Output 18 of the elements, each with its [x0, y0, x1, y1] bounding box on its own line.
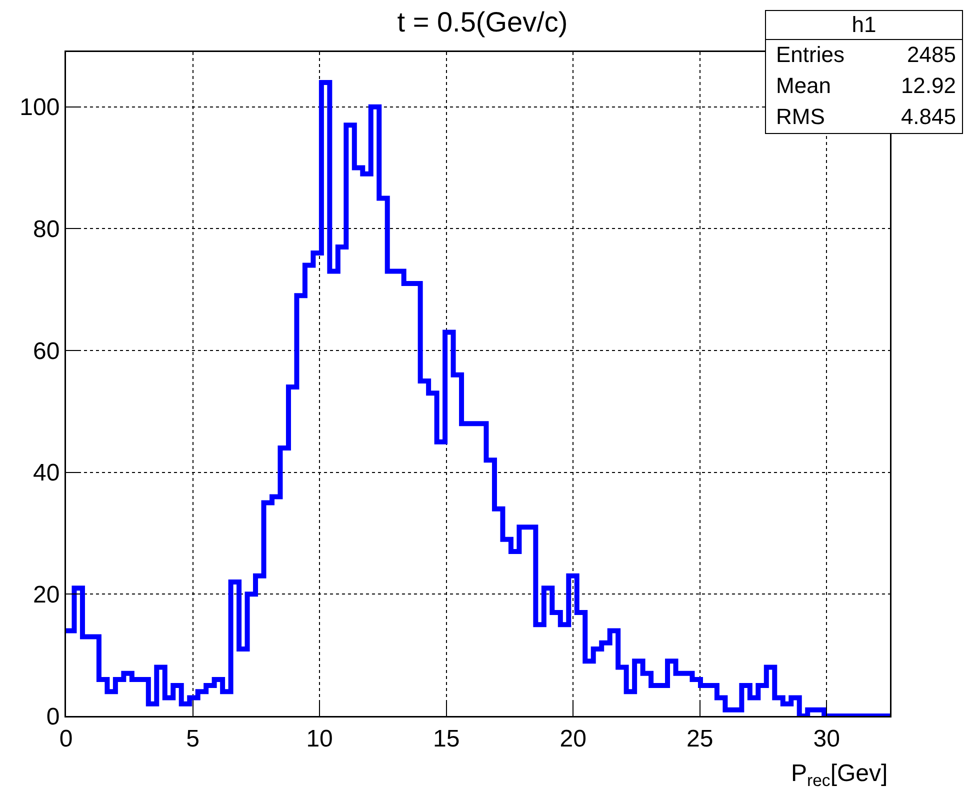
y-tick-label: 0: [46, 703, 60, 730]
x-tick-label: 25: [686, 725, 714, 752]
x-axis-title: P$_{rec}$[Gev]: [791, 760, 888, 789]
text: h1: [766, 11, 962, 40]
y-tick-label: 100: [20, 94, 60, 122]
text: Entries 2485: [776, 42, 956, 67]
text: Mean 12.92: [776, 73, 956, 98]
y-tick-label: 40: [32, 460, 60, 487]
y-tick-label: 80: [32, 216, 60, 244]
x-tick-label: 15: [432, 725, 460, 752]
y-tick-label: 20: [32, 582, 60, 609]
x-tick-label: 20: [560, 725, 586, 752]
x-tick-label: 10: [306, 725, 333, 752]
text: RMS 4.845: [776, 104, 956, 129]
x-tick-label: 30: [813, 725, 840, 752]
chart-title: t = 0.5(Gev/c): [397, 6, 568, 38]
y-tick-label: 60: [32, 338, 60, 365]
x-tick-label: 5: [186, 725, 200, 752]
